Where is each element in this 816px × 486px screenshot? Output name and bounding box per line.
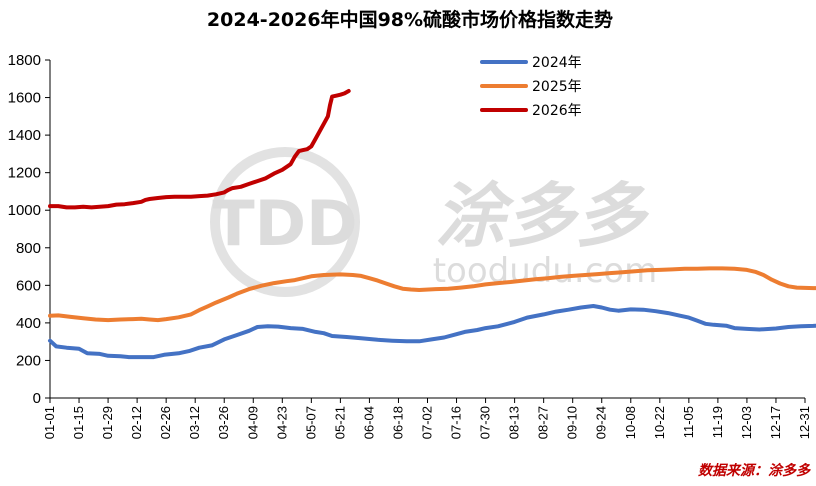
x-tick-label: 12-17 (768, 406, 783, 439)
x-tick-label: 03-12 (187, 406, 202, 439)
y-tick-label: 1600 (8, 90, 41, 107)
x-tick-label: 11-19 (710, 406, 725, 438)
x-axis: 01-01 01-15 01-29 02-12 02-26 03-12 03-26 04-09… (42, 397, 812, 439)
x-tick-label: 12-03 (739, 406, 754, 439)
x-tick-label: 07-16 (449, 406, 464, 439)
y-tick-label: 1800 (8, 52, 41, 69)
x-tick-label: 07-30 (478, 406, 493, 439)
x-tick-label: 01-01 (42, 406, 57, 439)
x-tick-label: 02-26 (158, 406, 173, 439)
x-tick-label: 06-18 (390, 406, 405, 439)
legend-label: 2026年 (532, 103, 582, 119)
series-line-2026年 (48, 89, 351, 210)
watermark-brand-text: 涂多多 (435, 175, 650, 257)
x-tick-label: 09-10 (565, 406, 580, 439)
y-axis: 0 200 400 600 800 1000 1200 1400 1600 1800 (8, 52, 51, 407)
watermark-logo-ring (210, 147, 360, 297)
x-tick-label: 04-09 (245, 406, 260, 439)
x-tick-label: 01-15 (71, 406, 86, 439)
x-tick-label: 10-08 (623, 406, 638, 439)
x-tick-label: 10-22 (652, 406, 667, 439)
x-tick-label: 02-12 (129, 406, 144, 439)
x-tick-label: 03-26 (216, 406, 231, 439)
series-line-2025年 (48, 266, 816, 323)
chart-title: 2024-2026年中国98%硫酸市场价格指数走势 (207, 8, 613, 31)
y-tick-label: 0 (33, 390, 41, 407)
x-tick-label: 11-05 (681, 406, 696, 438)
legend: 2024年 2025年 2026年 (480, 55, 582, 119)
legend-label: 2024年 (532, 55, 582, 71)
y-tick-label: 800 (16, 240, 41, 257)
y-tick-label: 400 (16, 315, 41, 332)
series-layer (48, 89, 816, 360)
x-tick-label: 09-24 (594, 406, 609, 439)
legend-label: 2025年 (532, 79, 582, 95)
x-tick-label: 06-04 (361, 406, 376, 439)
source-note: 数据来源：涂多多 (698, 462, 811, 479)
y-tick-label: 1000 (8, 202, 41, 219)
x-tick-label: 07-02 (420, 406, 435, 439)
y-tick-label: 1200 (8, 165, 41, 182)
x-tick-label: 01-29 (100, 406, 115, 439)
x-tick-label: 04-23 (274, 406, 289, 439)
x-tick-label: 05-07 (303, 406, 318, 439)
x-tick-label: 05-21 (332, 406, 347, 439)
watermark-logo-text: TDD (212, 187, 357, 260)
y-tick-label: 600 (16, 277, 41, 294)
x-tick-label: 08-13 (507, 406, 522, 439)
x-tick-label: 08-27 (536, 406, 551, 439)
series-line-2024年 (48, 304, 816, 360)
y-tick-label: 1400 (8, 127, 41, 144)
y-tick-label: 200 (16, 352, 41, 369)
x-tick-label: 12-31 (797, 406, 812, 439)
